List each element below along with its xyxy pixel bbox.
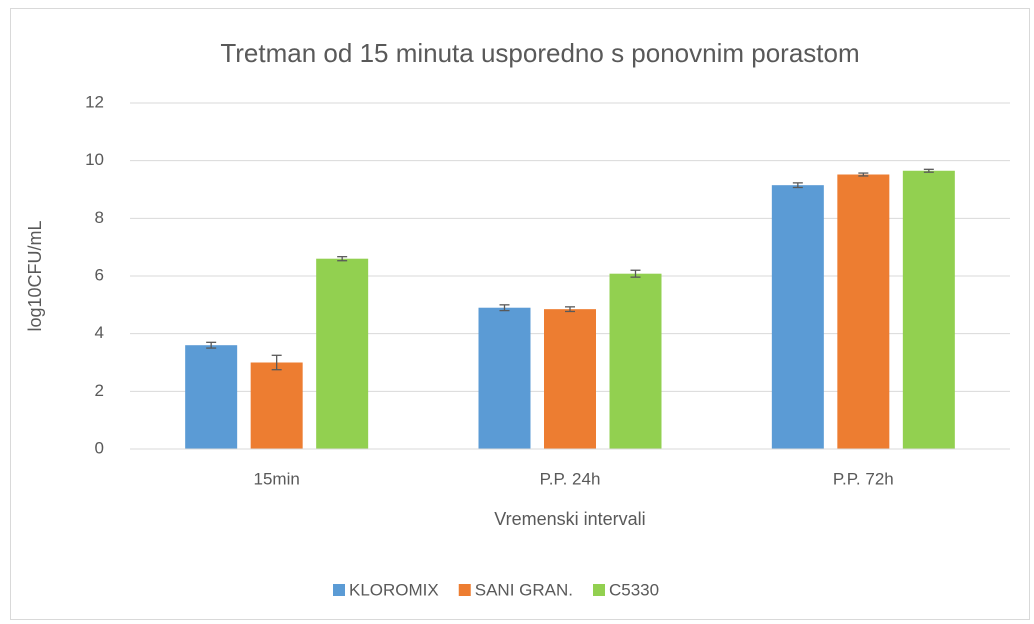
bar: [771, 185, 824, 450]
bar: [837, 174, 890, 450]
bar: [316, 258, 369, 449]
error-bar: [792, 182, 803, 189]
legend-label: SANI GRAN.: [475, 580, 573, 599]
y-tick-label: 10: [85, 150, 104, 169]
legend-swatch: [333, 584, 345, 596]
bar: [609, 273, 662, 449]
legend-swatch: [458, 584, 471, 596]
error-bar: [923, 168, 934, 173]
error-bar: [858, 172, 869, 177]
x-axis-title: Vremenski intervali: [494, 509, 645, 529]
error-bar: [337, 256, 348, 262]
x-tick-label: P.P. 24h: [540, 469, 601, 488]
error-bar: [565, 306, 575, 313]
y-tick-label: 8: [95, 208, 104, 227]
legend-label: C5330: [609, 580, 659, 599]
x-tick-label: P.P. 72h: [833, 469, 894, 488]
y-tick-label: 2: [95, 381, 104, 400]
chart-title: Tretman od 15 minuta usporedno s ponovni…: [220, 38, 859, 68]
error-bar: [630, 269, 641, 278]
error-bar: [206, 341, 217, 349]
bar: [185, 345, 238, 449]
bar: [902, 170, 955, 449]
bar: [544, 309, 596, 449]
legend-swatch: [593, 584, 605, 596]
bar: [478, 307, 531, 449]
error-bar: [271, 354, 282, 371]
y-tick-label: 4: [95, 323, 104, 342]
y-tick-label: 0: [95, 438, 104, 457]
error-bar: [499, 304, 510, 312]
legend-label: KLOROMIX: [349, 580, 439, 599]
bar: [250, 362, 303, 449]
y-tick-label: 6: [95, 265, 104, 284]
y-axis-title: log10CFU/mL: [25, 220, 45, 331]
y-tick-label: 12: [85, 92, 104, 111]
x-tick-label: 15min: [254, 469, 300, 488]
